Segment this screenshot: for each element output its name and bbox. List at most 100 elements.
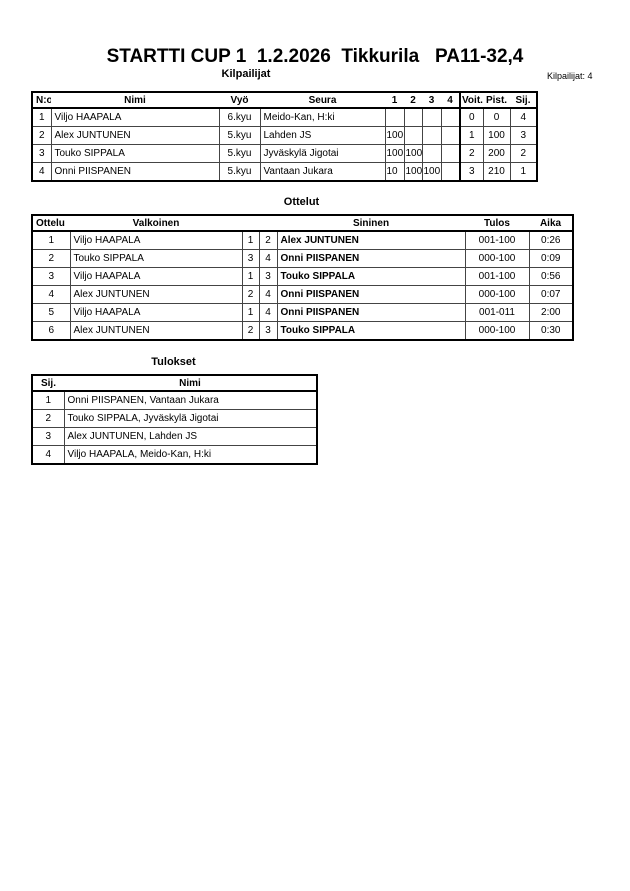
match-bn: 4: [258, 285, 278, 304]
match-result: 000-100: [464, 285, 530, 304]
col-header: 2: [404, 92, 422, 109]
competitor-belt: 5.kyu: [218, 144, 261, 163]
competitor-name: Touko SIPPALA: [50, 144, 220, 163]
match-white: Touko SIPPALA: [69, 249, 243, 268]
competitors-heading: Kilpailijat: [221, 68, 271, 80]
match-row: 2 Touko SIPPALA 3 4 Onni PIISPANEN 000-100 0:0…: [31, 249, 574, 268]
match-no: 5: [31, 303, 71, 322]
match-no: 3: [31, 267, 71, 286]
results-table: Sij. Nimi 1 Onni PIISPANEN, Vantaan Jukar…: [31, 374, 318, 465]
match-wn: 1: [241, 230, 260, 250]
competitor-no: 3: [31, 144, 52, 163]
result-name: Viljo HAAPALA, Meido-Kan, H:ki: [63, 445, 318, 465]
match-bn: 4: [258, 249, 278, 268]
match-time: 0:26: [528, 230, 574, 250]
col-sininen: Sininen: [277, 215, 465, 232]
competitor-s4: [440, 162, 461, 182]
competitor-rank: 3: [509, 126, 538, 145]
competitor-no: 1: [31, 107, 52, 127]
match-result: 001-100: [464, 267, 530, 286]
competitor-s2: 100: [403, 144, 423, 163]
match-row: 1 Viljo HAAPALA 1 2 Alex JUNTUNEN 001-100 0:26: [31, 230, 574, 250]
competitor-club: Meido-Kan, H:ki: [259, 107, 386, 127]
competitor-wins: 0: [459, 107, 484, 127]
competitor-s3: [421, 144, 442, 163]
match-result: 000-100: [464, 249, 530, 268]
col-header: Pist.: [483, 92, 510, 109]
competitor-s1: 100: [384, 144, 405, 163]
competitor-belt: 5.kyu: [218, 162, 261, 182]
match-bn: 4: [258, 303, 278, 322]
competitor-row: 2 Alex JUNTUNEN 5.kyu Lahden JS 100 1 100 3: [31, 126, 538, 145]
competitor-s3: [421, 107, 442, 127]
competitor-name: Onni PIISPANEN: [50, 162, 220, 182]
match-blue: Touko SIPPALA: [276, 321, 466, 341]
match-time: 2:00: [528, 303, 574, 322]
competitor-rank: 4: [509, 107, 538, 127]
competitor-rank: 1: [509, 162, 538, 182]
match-no: 1: [31, 230, 71, 250]
competitor-row: 1 Viljo HAAPALA 6.kyu Meido-Kan, H:ki 0 0 4: [31, 107, 538, 127]
competitor-wins: 2: [459, 144, 484, 163]
col-header: 1: [385, 92, 404, 109]
match-time: 0:56: [528, 267, 574, 286]
competitor-row: 4 Onni PIISPANEN 5.kyu Vantaan Jukara 10 100 1…: [31, 162, 538, 182]
result-name: Onni PIISPANEN, Vantaan Jukara: [63, 390, 318, 410]
match-blue: Alex JUNTUNEN: [276, 230, 466, 250]
competitor-points: 210: [482, 162, 511, 182]
match-no: 2: [31, 249, 71, 268]
competitor-points: 200: [482, 144, 511, 163]
competitor-no: 2: [31, 126, 52, 145]
competitor-row: 3 Touko SIPPALA 5.kyu Jyväskylä Jigotai 100 1…: [31, 144, 538, 163]
match-white: Viljo HAAPALA: [69, 230, 243, 250]
col-valkoinen: Valkoinen: [70, 215, 242, 232]
match-row: 3 Viljo HAAPALA 1 3 Touko SIPPALA 001-100 0:56: [31, 267, 574, 286]
result-rank: 4: [31, 445, 65, 465]
col-aika: Aika: [529, 215, 573, 232]
match-blue: Onni PIISPANEN: [276, 285, 466, 304]
match-no: 4: [31, 285, 71, 304]
competitor-s3: 100: [421, 162, 442, 182]
col-header: Voit.: [459, 92, 483, 109]
competitor-s1: 100: [384, 126, 405, 145]
col-ottelu: Ottelu: [32, 215, 70, 232]
matches-header: Ottelu Valkoinen Sininen Tulos Aika: [32, 215, 573, 232]
match-bn: 3: [258, 321, 278, 341]
match-row: 5 Viljo HAAPALA 1 4 Onni PIISPANEN 001-011 2:0…: [31, 303, 574, 322]
col-header: Sij.: [510, 92, 537, 109]
col-tulos: Tulos: [465, 215, 529, 232]
match-wn: 3: [241, 249, 260, 268]
match-result: 001-100: [464, 230, 530, 250]
col-header: Nimi: [51, 92, 219, 109]
competitor-belt: 5.kyu: [218, 126, 261, 145]
match-no: 6: [31, 321, 71, 341]
result-row: 4 Viljo HAAPALA, Meido-Kan, H:ki: [31, 445, 318, 465]
competitor-wins: 3: [459, 162, 484, 182]
match-white: Viljo HAAPALA: [69, 267, 243, 286]
result-name: Alex JUNTUNEN, Lahden JS: [63, 427, 318, 446]
competitor-s2: [403, 107, 423, 127]
match-blue: Onni PIISPANEN: [276, 249, 466, 268]
col-header: Seura: [260, 92, 385, 109]
competitor-points: 0: [482, 107, 511, 127]
competitor-name: Viljo HAAPALA: [50, 107, 220, 127]
matches-table: Ottelu Valkoinen Sininen Tulos Aika 1 Vil…: [31, 214, 574, 341]
match-bn: 2: [258, 230, 278, 250]
match-result: 000-100: [464, 321, 530, 341]
match-row: 4 Alex JUNTUNEN 2 4 Onni PIISPANEN 000-100 0:0…: [31, 285, 574, 304]
result-row: 1 Onni PIISPANEN, Vantaan Jukara: [31, 390, 318, 410]
result-rank: 1: [31, 390, 65, 410]
competitor-s1: [384, 107, 405, 127]
match-white: Viljo HAAPALA: [69, 303, 243, 322]
match-bn: 3: [258, 267, 278, 286]
competitor-wins: 1: [459, 126, 484, 145]
competitor-name: Alex JUNTUNEN: [50, 126, 220, 145]
match-wn: 2: [241, 285, 260, 304]
result-row: 2 Touko SIPPALA, Jyväskylä Jigotai: [31, 409, 318, 428]
match-blue: Touko SIPPALA: [276, 267, 466, 286]
competitor-s2: 100: [403, 162, 423, 182]
competitors-table: N:oNimiVyöSeura1234Voit.Pist.Sij. 1Viljo…: [31, 91, 538, 182]
result-row: 3 Alex JUNTUNEN, Lahden JS: [31, 427, 318, 446]
result-rank: 2: [31, 409, 65, 428]
competitor-s4: [440, 144, 461, 163]
